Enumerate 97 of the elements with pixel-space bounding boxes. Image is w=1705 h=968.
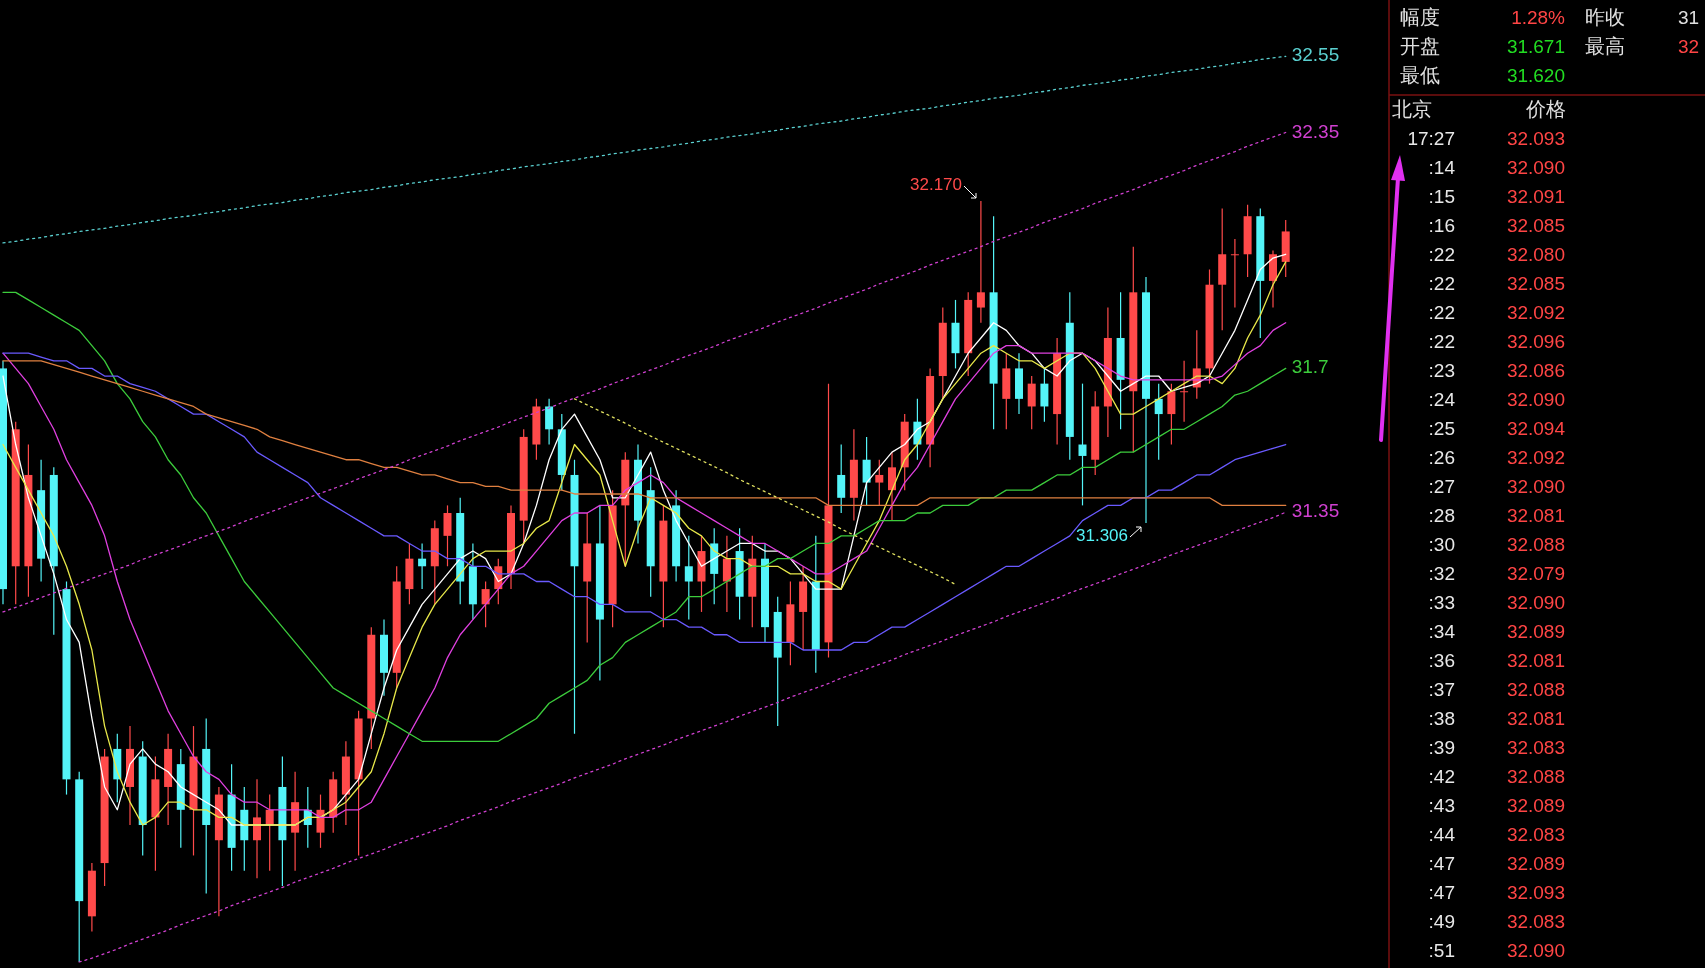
text: 32.089	[1506, 621, 1565, 643]
candlestick	[418, 542, 427, 590]
category-label: :51	[1428, 940, 1455, 962]
text: 昨收	[1585, 6, 1625, 29]
text: 32.089	[1506, 795, 1565, 817]
candlestick	[1078, 383, 1087, 506]
text: 32.090	[1506, 389, 1565, 411]
text: 32.093	[1506, 128, 1565, 150]
candlestick	[316, 793, 325, 849]
category-label: :23	[1428, 360, 1455, 382]
candlestick	[976, 200, 985, 324]
candlestick	[1154, 383, 1163, 461]
text: 1.28%	[1511, 7, 1566, 29]
category-label: :42	[1428, 766, 1455, 788]
candlestick	[722, 535, 731, 613]
candlestick	[837, 443, 846, 514]
category-label: :22	[1428, 244, 1455, 266]
text: 32.085	[1506, 215, 1565, 237]
category-label: :26	[1428, 447, 1455, 469]
text: 最低	[1400, 64, 1440, 87]
text: 32.088	[1506, 534, 1565, 556]
category-label: :22	[1428, 273, 1455, 295]
text: 31.671	[1506, 36, 1565, 58]
text: 31.620	[1506, 65, 1565, 87]
category-label: :44	[1428, 824, 1456, 846]
text: 32.081	[1506, 708, 1565, 730]
series-label: 32.35	[1291, 120, 1340, 142]
text: 最高	[1585, 35, 1625, 58]
category-label: :15	[1428, 186, 1455, 208]
text: 32.083	[1506, 737, 1565, 759]
category-label: :24	[1428, 389, 1456, 411]
category-label: :14	[1428, 157, 1456, 179]
series-label: 31.35	[1291, 500, 1340, 522]
text: 32.090	[1506, 157, 1565, 179]
candlestick	[862, 436, 871, 506]
annotation: 31.306	[1076, 526, 1128, 546]
series-label: 31.7	[1291, 356, 1329, 378]
series-label: 32.55	[1291, 44, 1340, 66]
candlestick	[265, 793, 274, 872]
text: 开盘	[1400, 35, 1440, 58]
text: 幅度	[1400, 6, 1440, 29]
candlestick	[545, 398, 554, 446]
category-label: :25	[1428, 418, 1455, 440]
candlestick	[443, 504, 452, 567]
text: 32.091	[1506, 186, 1565, 208]
category-label: :36	[1428, 650, 1455, 672]
candlestick	[1230, 238, 1239, 309]
category-label: :30	[1428, 534, 1455, 556]
category-label: :27	[1428, 476, 1455, 498]
candlestick	[684, 535, 693, 621]
text: 32.090	[1506, 476, 1565, 498]
category-label: :47	[1428, 853, 1455, 875]
text: 32.083	[1506, 824, 1565, 846]
text: 32.081	[1506, 505, 1565, 527]
text: 32	[1678, 36, 1700, 58]
category-label: :49	[1428, 911, 1455, 933]
text: 32.086	[1506, 360, 1565, 382]
text: 32.096	[1506, 331, 1565, 353]
text: 32.090	[1506, 592, 1565, 614]
category-label: :43	[1428, 795, 1455, 817]
text: 32.088	[1506, 766, 1565, 788]
text: 32.093	[1506, 882, 1565, 904]
category-label: :33	[1428, 592, 1455, 614]
category-label: :28	[1428, 505, 1455, 527]
category-label: :16	[1428, 215, 1455, 237]
category-label: :22	[1428, 302, 1455, 324]
category-label: :39	[1428, 737, 1455, 759]
category-label: :32	[1428, 563, 1455, 585]
text: 32.090	[1506, 940, 1565, 962]
text: 32.081	[1506, 650, 1565, 672]
category-label: :38	[1428, 708, 1455, 730]
text: 北京	[1392, 98, 1432, 121]
text: 32.088	[1506, 679, 1565, 701]
category-label: :34	[1428, 621, 1456, 643]
text: 价格	[1525, 98, 1566, 121]
text: 32.092	[1506, 302, 1565, 324]
category-label: 17:27	[1407, 128, 1455, 150]
candlestick	[1040, 367, 1049, 423]
category-label: :22	[1428, 331, 1455, 353]
text: 32.094	[1506, 418, 1565, 440]
candlestick	[1027, 375, 1036, 430]
candlestick	[875, 459, 884, 506]
text: 32.089	[1506, 853, 1565, 875]
candlestick	[253, 778, 261, 879]
category-label: :37	[1428, 679, 1455, 701]
candlestick	[888, 451, 896, 522]
category-label: :47	[1428, 882, 1455, 904]
text: 32.170	[910, 175, 962, 195]
text: 32.083	[1506, 911, 1565, 933]
text: 32.092	[1506, 447, 1565, 469]
text: 31	[1678, 7, 1700, 29]
text: 32.085	[1506, 273, 1565, 295]
candlestick	[1180, 360, 1189, 423]
text: 32.079	[1506, 563, 1565, 585]
candlestick	[481, 580, 490, 628]
text: 32.080	[1506, 244, 1565, 266]
candlestick	[1167, 383, 1176, 446]
